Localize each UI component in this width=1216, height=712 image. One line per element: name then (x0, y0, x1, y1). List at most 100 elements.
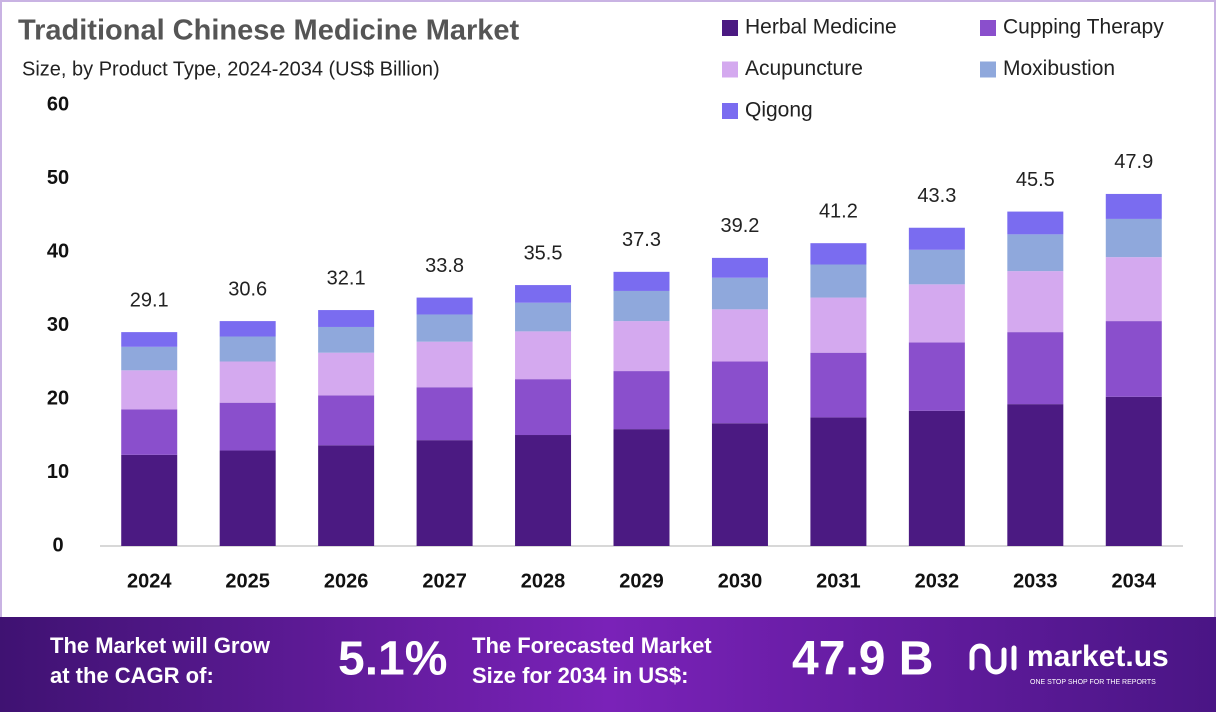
bar-segment (219, 336, 276, 362)
y-tick-label: 0 (52, 534, 63, 556)
total-label: 32.1 (327, 267, 366, 289)
bar-segment (219, 361, 276, 403)
bar-segment (416, 297, 473, 315)
total-label: 43.3 (917, 185, 956, 207)
y-tick-label: 60 (47, 93, 69, 115)
x-tick-label: 2031 (816, 570, 861, 592)
bar-segment (711, 277, 768, 310)
bar-segment (318, 445, 375, 546)
bar-segment (810, 297, 867, 353)
legend-swatch (722, 20, 738, 36)
legend-swatch (980, 61, 996, 78)
bar-segment (318, 310, 375, 327)
x-tick-label: 2027 (422, 570, 467, 592)
y-tick-label: 10 (47, 461, 69, 483)
chart-title: Traditional Chinese Medicine Market (18, 15, 520, 47)
bar-segment (515, 379, 572, 436)
bar-segment (908, 227, 965, 250)
bar-segment (711, 361, 768, 424)
x-tick-label: 2024 (127, 570, 172, 592)
bar-segment (515, 285, 572, 303)
total-label: 41.2 (819, 200, 858, 222)
x-tick-label: 2032 (915, 570, 960, 592)
legend-swatch (980, 20, 996, 36)
bar-segment (121, 332, 178, 347)
bar-segment (613, 271, 670, 291)
bar-segment (416, 341, 473, 388)
bar-segment (810, 417, 867, 546)
bar-segment (515, 302, 572, 332)
legend-label: Moxibustion (1003, 57, 1115, 80)
cagr-value: 5.1% (338, 633, 447, 686)
bar-segment (711, 309, 768, 362)
bar-segment (416, 440, 473, 546)
y-tick-label: 40 (47, 240, 69, 262)
bar-segment (908, 249, 965, 285)
bar-segment (613, 290, 670, 322)
tagline: ONE STOP SHOP FOR THE REPORTS (1030, 679, 1156, 686)
bar-segment (810, 264, 867, 298)
bar-segment (1007, 271, 1064, 333)
bar-segment (515, 331, 572, 380)
y-tick-label: 50 (47, 167, 69, 189)
bar-segment (613, 429, 670, 546)
bar-segment (1105, 193, 1162, 219)
total-label: 47.9 (1114, 151, 1153, 173)
x-tick-label: 2029 (619, 570, 664, 592)
legend-swatch (722, 61, 738, 78)
bar-segment (416, 387, 473, 441)
bar-segment (908, 284, 965, 343)
cagr-label: The Market will Grow (50, 633, 271, 658)
x-tick-label: 2034 (1112, 570, 1157, 592)
bar-segment (1007, 211, 1064, 235)
forecast-label: Size for 2034 in US$: (472, 663, 688, 688)
bar-segment (219, 450, 276, 546)
x-tick-label: 2030 (718, 570, 763, 592)
bar-segment (908, 410, 965, 546)
total-label: 35.5 (524, 242, 563, 264)
bar-segment (515, 435, 572, 546)
x-tick-label: 2028 (521, 570, 566, 592)
bar-segment (121, 454, 178, 546)
bar-segment (810, 243, 867, 265)
total-label: 29.1 (130, 289, 169, 311)
cagr-label: at the CAGR of: (50, 663, 214, 688)
bar-segment (318, 326, 375, 353)
forecast-value: 47.9 B (792, 633, 933, 686)
bar-segment (1105, 257, 1162, 322)
bar-segment (121, 346, 178, 371)
bar-segment (1105, 218, 1162, 258)
total-label: 30.6 (228, 278, 267, 300)
bar-segment (711, 257, 768, 278)
y-tick-label: 30 (47, 314, 69, 336)
x-tick-label: 2026 (324, 570, 369, 592)
bar-segment (416, 314, 473, 342)
bar-segment (219, 321, 276, 337)
total-label: 39.2 (720, 215, 759, 237)
legend-swatch (722, 103, 738, 119)
logo-icon (969, 643, 1017, 675)
bar-segment (219, 402, 276, 451)
bar-segment (908, 342, 965, 411)
legend-label: Acupuncture (745, 57, 863, 80)
total-label: 45.5 (1016, 169, 1055, 191)
legend-label: Herbal Medicine (745, 16, 897, 39)
bar-segment (1007, 332, 1064, 405)
x-tick-label: 2025 (225, 570, 270, 592)
bar-segment (1105, 396, 1162, 546)
bar-segment (613, 371, 670, 430)
y-tick-label: 20 (47, 387, 69, 409)
bar-segment (318, 395, 375, 446)
bar-segment (318, 352, 375, 396)
bar-segment (1007, 234, 1064, 272)
bar-segment (1105, 321, 1162, 397)
bar-segment (810, 352, 867, 418)
bar-segment (121, 370, 178, 410)
bar-segment (1007, 404, 1064, 546)
bar-segment (711, 423, 768, 546)
total-label: 37.3 (622, 229, 661, 251)
bar-segment (121, 409, 178, 455)
legend-label: Cupping Therapy (1003, 16, 1164, 39)
legend-label: Qigong (745, 99, 813, 122)
